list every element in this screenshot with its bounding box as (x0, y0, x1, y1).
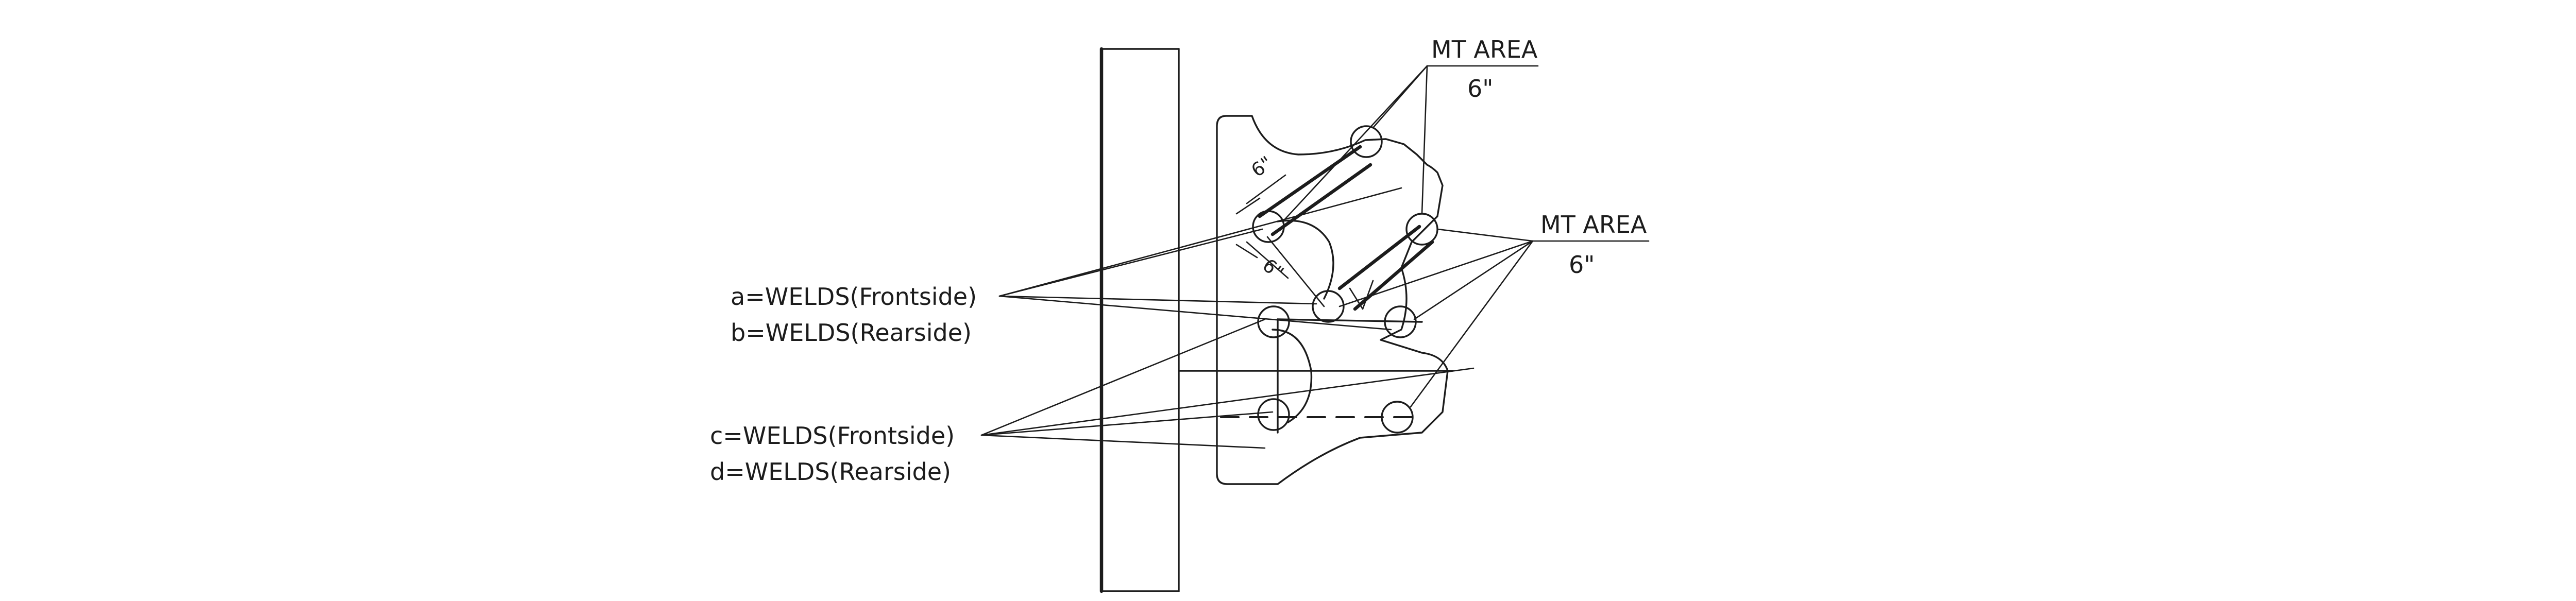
leader-top-2 (1421, 65, 1428, 215)
dim-lower-tick (1235, 244, 1258, 259)
gusset-plate (1216, 115, 1449, 485)
leader-right-4 (1338, 240, 1534, 307)
mt-circle-2 (1252, 210, 1285, 243)
mt-circle-7 (1257, 398, 1290, 431)
mt-circle-1 (1350, 125, 1383, 158)
flange-line (1277, 318, 1423, 323)
mt-area-top-callout: MT AREA 6" (1282, 36, 1539, 222)
leader-ab-3 (998, 295, 1317, 305)
leader-top-3 (1282, 65, 1428, 222)
mid-brace-left (1337, 225, 1421, 290)
mt-area-right-label: MT AREA (1540, 211, 1647, 238)
brace-centerline (1266, 236, 1325, 307)
mt-circle-3 (1405, 213, 1438, 246)
mt-circle-4 (1312, 290, 1345, 323)
mt-circle-8 (1381, 401, 1414, 434)
leader-right-2 (1413, 240, 1534, 320)
brace-lines (1178, 145, 1454, 434)
dim-upper-ext-1 (1246, 174, 1286, 204)
welds-cd-callout: c=WELDS(Frontside) d=WELDS(Rearside) (710, 318, 1475, 486)
leader-ab-2 (998, 187, 1402, 297)
welds-ab-callout: a=WELDS(Frontside) b=WELDS(Rearside) (731, 187, 1402, 347)
mt-circle-6 (1384, 305, 1417, 338)
leader-ab-4 (998, 295, 1392, 331)
weld-c-label: c=WELDS(Frontside) (710, 422, 955, 450)
mt-area-top-value: 6" (1467, 75, 1493, 102)
leader-cd-2 (980, 367, 1475, 436)
mt-circle-5 (1257, 305, 1290, 338)
mt-circles (1252, 125, 1438, 434)
gusset-outline (1216, 115, 1449, 485)
leader-cd-1 (980, 318, 1266, 436)
leader-right-3 (1410, 240, 1534, 408)
mt-area-right-callout: MT AREA 6" (1338, 211, 1650, 408)
notch-detail (1349, 280, 1374, 310)
column (1099, 47, 1180, 593)
leader-cd-3 (980, 411, 1274, 436)
mt-area-right-value: 6" (1569, 251, 1595, 279)
leader-right-1 (1436, 228, 1534, 242)
upper-cope (1277, 219, 1334, 300)
mid-brace-right (1353, 240, 1434, 311)
weld-a-label: a=WELDS(Frontside) (731, 283, 977, 311)
upper-brace-right (1270, 163, 1372, 236)
weld-d-label: d=WELDS(Rearside) (710, 458, 951, 486)
mt-area-top-label: MT AREA (1431, 36, 1538, 63)
leader-cd-4 (980, 434, 1266, 449)
dim-upper-text: 6" (1248, 152, 1277, 181)
dim-upper-tick (1235, 197, 1261, 215)
weld-b-label: b=WELDS(Rearside) (731, 319, 972, 347)
upper-brace-left (1258, 145, 1362, 218)
dim-lower-ext-1 (1246, 241, 1289, 279)
dim-lower-text: 6" (1258, 255, 1287, 284)
dimensions: 6" 6" (1235, 152, 1289, 284)
